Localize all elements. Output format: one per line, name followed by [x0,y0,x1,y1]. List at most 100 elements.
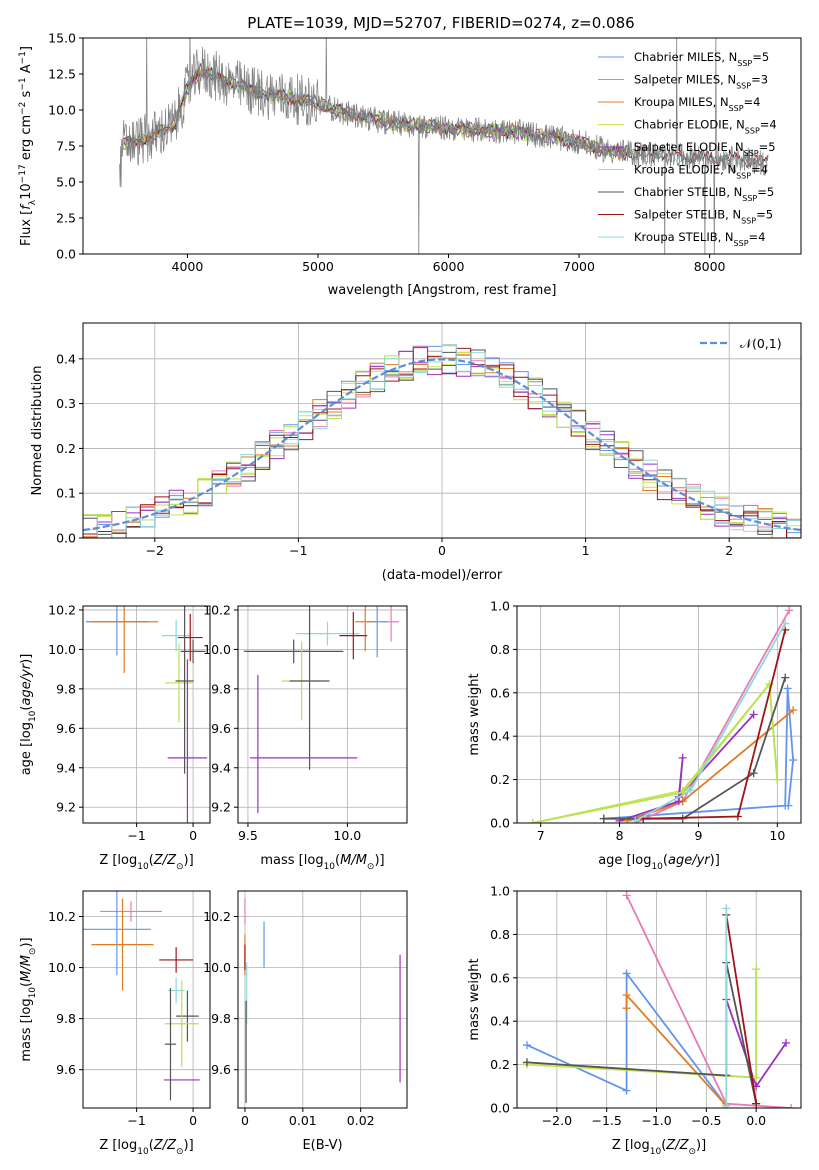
label-part: ⊙ [367,862,375,872]
y-tick-label: 9.4 [211,760,231,775]
label-part: 10 [324,862,336,872]
label-part: 10 [650,1147,662,1157]
legend-nssp: =4 [744,95,761,109]
x-tick-label: −1 [289,543,307,558]
x-tick-label: 0 [189,1113,197,1128]
legend-label: Chabrier STELIB, NSSP=5 [634,185,774,203]
label-part: λ [28,199,38,205]
legend-sub: SSP [742,194,757,203]
massweight-line [643,629,787,820]
y-tick-label: 0.3 [56,396,76,411]
massweight-marker [785,606,794,615]
residuals-panel: −2 −1 0 1 2 0.0 0.1 0.2 0.3 0.4 (data-model)/error… [30,322,802,583]
y-tick-label: 5.0 [56,175,76,190]
label-part: )] [184,1138,194,1153]
errorbar-point [355,606,376,652]
errorbar-point [164,643,194,723]
y-tick-label: 9.6 [56,721,76,736]
massweight-marker [631,816,640,823]
observed-spectrum-line [119,38,769,254]
errorbar-point [175,606,194,774]
y-axis-label: mass weight [467,958,482,1040]
label-part: ⊙ [28,948,38,956]
plot-area [528,606,798,823]
legend-label: 𝒩(0,1) [740,336,782,351]
legend-label: Kroupa STELIB, NSSP=4 [634,230,765,248]
label-part: mass [log [260,853,323,868]
errorbar-point [99,901,163,922]
y-tick-label: 0.6 [490,685,510,700]
grid [83,891,210,1108]
massweight-marker [622,1004,631,1013]
y-axis-label: mass weight [467,673,482,755]
legend-label: Kroupa MILES, NSSP=4 [634,95,760,113]
x-tick-label: 0 [438,543,446,558]
label-part: M/M [19,955,34,982]
legend-sub: SSP [734,239,749,248]
legend-label: Kroupa ELODIE, NSSP=4 [634,163,768,181]
y-tick-label: 0.0 [490,1101,510,1116]
massweight-marker [781,673,790,682]
label-part: erg cm [19,115,34,164]
axes-frame [82,890,211,1109]
label-part: −2 [18,102,28,115]
label-part: ( [149,1138,154,1153]
axes: 9.5 10.0 9.2 9.4 9.6 9.8 10.0 10.2 mass [log10(M… [203,602,408,872]
massweight-marker [749,710,758,719]
legend-sub: SSP [736,171,751,180]
y-axis-label: age [log10(age/yr)] [19,654,38,776]
x-tick-label: 8 [616,828,624,843]
label-part: ⊙ [688,1147,696,1157]
massweight-marker [789,706,798,715]
label-part: f [19,203,34,210]
x-tick-label: −1 [127,828,145,843]
y-tick-label: 10.0 [203,960,231,975]
x-tick-label: 9.5 [238,828,258,843]
massweight-vs-metallicity-panel: −2.0 −1.5 −1.0 −0.5 0.0 0.0 0.2 0.4 0.6 0.8 1.0 Z [… [467,884,802,1157]
massweight-marker [784,801,793,810]
y-tick-label: 7.5 [56,139,76,154]
legend-nssp: =5 [757,185,774,199]
age-vs-mass-panel: 9.5 10.0 9.2 9.4 9.6 9.8 10.0 10.2 mass [log10(M… [203,602,408,872]
x-tick-label: 0.01 [289,1113,317,1128]
y-tick-label: 0.1 [56,486,76,501]
y-tick-label: 9.8 [56,681,76,696]
label-part: mass [log [19,998,34,1061]
y-tick-label: 10.2 [48,909,76,924]
massweight-marker [789,756,798,765]
errorbar-point [91,898,154,991]
label-part: )] [696,1138,706,1153]
errorbar-point [162,619,191,652]
errorbar-point [83,891,151,976]
label-part: ( [663,853,668,868]
y-tick-label: 1.0 [490,599,510,614]
massweight-marker [749,769,758,778]
y-tick-label: 9.6 [211,721,231,736]
massweight-marker [522,1041,531,1050]
y-tick-label: 10.0 [203,642,231,657]
x-tick-label: 0.0 [746,1113,766,1128]
label-part: ] [19,46,34,51]
y-tick-label: 10.0 [48,103,76,118]
y-tick-label: 9.4 [56,760,76,775]
massweight-line [625,992,727,1107]
x-tick-label: 5000 [302,259,334,274]
legend-label: Salpeter STELIB, NSSP=5 [634,208,773,226]
y-tick-label: 9.2 [211,800,231,815]
massweight-line [532,681,779,823]
grid [238,891,407,1108]
y-tick-label: 0.6 [490,970,510,985]
grid [238,606,407,823]
legend-name: Kroupa MILES, N [634,95,729,109]
y-tick-label: 0.2 [490,772,510,787]
x-axis-label: Z [log10(Z/Z⊙)] [99,1138,193,1157]
label-part: )] [19,937,34,947]
label-part: −1 [18,77,28,90]
y-tick-label: 9.8 [211,681,231,696]
label-part: s [19,90,34,101]
massweight-marker [733,812,742,821]
x-axis-label: mass [log10(M/M⊙)] [260,853,384,872]
y-tick-label: 0.0 [56,531,76,546]
legend-sub: SSP [737,59,752,68]
